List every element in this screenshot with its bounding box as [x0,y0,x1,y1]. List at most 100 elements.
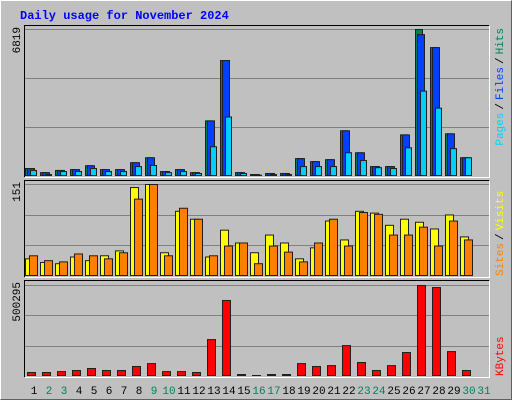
x-tick-label: 2 [46,386,53,398]
bar [120,171,127,176]
bar [297,363,306,377]
bar [135,166,142,176]
x-tick-label: 12 [192,386,205,398]
y-tick-label: 500295 [12,282,24,322]
x-tick-label: 21 [327,386,341,398]
bar [389,234,398,276]
legend-entry: Hits [495,28,507,54]
x-tick-label: 1 [31,386,38,398]
bar [192,371,201,376]
bar [162,371,171,376]
bar [359,212,368,276]
legend: Sites / Visits [495,191,507,276]
bar [390,168,397,177]
bar [312,365,321,377]
y-tick-label: 6819 [12,27,24,53]
x-tick-label: 6 [106,386,113,398]
x-tick-label: 5 [91,386,98,398]
bar [284,251,293,276]
legend: KBytes [495,336,507,376]
x-tick-label: 15 [237,386,250,398]
legend-separator: / [495,103,507,110]
x-tick-label: 28 [432,386,445,398]
bar [45,174,52,176]
bar [75,171,82,176]
bar [372,369,381,376]
x-tick-label: 9 [151,386,158,398]
x-tick-label: 8 [136,386,143,398]
bar [90,168,97,177]
legend-entry: Visits [495,191,507,231]
bar [117,369,126,376]
bar [194,218,203,276]
bar [150,165,157,177]
bar [134,198,143,276]
x-tick-label: 13 [207,386,220,398]
bar [254,263,263,276]
bar [207,339,216,376]
x-tick-label: 4 [76,386,83,398]
bar [344,245,353,276]
panel-edge [24,180,490,278]
bar [44,260,53,276]
bar [419,226,428,276]
bar [29,255,38,277]
panel-edge [24,25,490,178]
legend-entry: KBytes [495,336,507,376]
legend-entry: Files [495,67,507,100]
x-tick-label: 20 [312,386,325,398]
legend-entry: Sites [495,243,507,276]
x-tick-label: 25 [387,386,400,398]
bar [285,174,292,176]
x-tick-label: 14 [222,386,236,398]
bar [360,160,367,177]
bar [342,345,351,377]
bar [74,253,83,277]
bar [237,373,246,376]
bar [315,166,322,176]
bar [149,184,158,276]
bar [345,152,352,177]
bar [60,171,67,176]
bar [180,171,187,176]
bar [177,371,186,376]
x-tick-label: 7 [121,386,128,398]
bar [89,255,98,277]
bar [30,169,37,177]
bar [132,365,141,377]
panel-edge [24,180,490,278]
legend-separator: / [495,233,507,240]
bar [209,255,218,277]
bar [465,157,472,177]
bar [105,171,112,176]
bar [299,261,308,276]
bar [225,116,232,176]
bar [434,245,443,276]
bar [42,371,51,376]
bar [27,371,36,376]
bar [239,242,248,276]
bar [210,146,217,176]
x-tick-label: 19 [297,386,310,398]
bar [357,361,366,376]
bar [417,285,426,376]
x-tick-label: 23 [357,386,370,398]
bar [462,369,471,376]
x-tick-label: 24 [372,386,386,398]
panel-edge [24,280,490,378]
x-tick-label: 27 [417,386,430,398]
bar [57,371,66,376]
x-tick-label: 3 [61,386,68,398]
bar [147,363,156,377]
legend: Pages / Files / Hits [495,28,507,146]
bar [104,258,113,276]
bar [420,90,427,176]
x-tick-label: 31 [477,386,491,398]
bar [240,172,247,177]
bar [270,174,277,176]
bar [59,261,68,276]
x-tick-label: 29 [447,386,460,398]
bar [222,299,231,377]
